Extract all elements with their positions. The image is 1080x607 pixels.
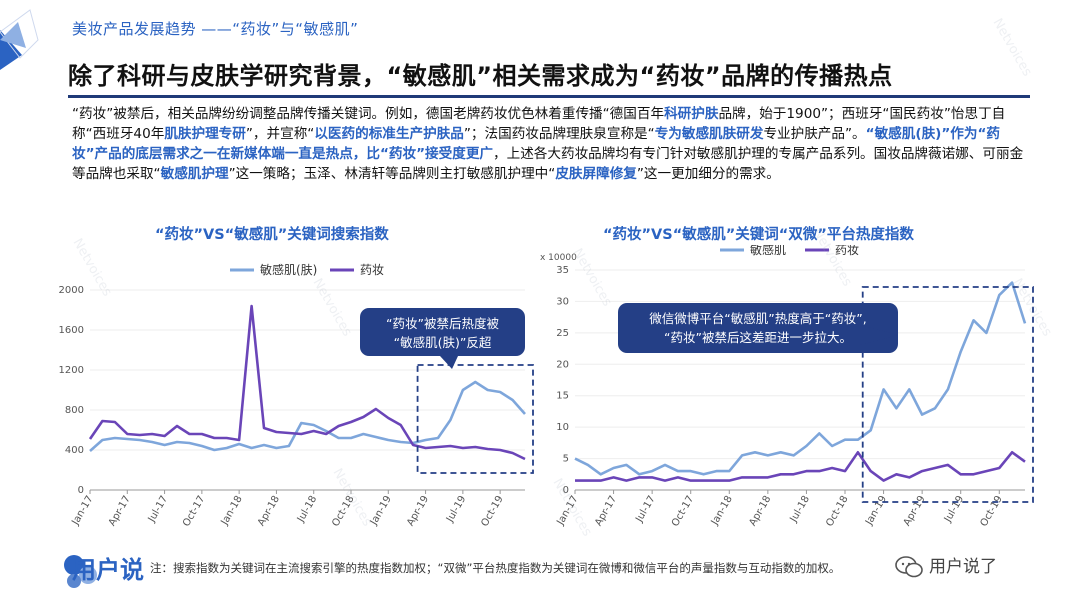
legend-label: 药妆: [835, 245, 859, 257]
highlight-box: [861, 286, 1034, 503]
x-tick-label: Jul-17: [634, 494, 658, 525]
breadcrumb: 美妆产品发展趋势 ——“药妆”与“敏感肌”: [72, 20, 359, 38]
body-text-segment: ”，并宣称“: [245, 126, 315, 142]
callout-text: “敏感肌(肤)”反超: [394, 335, 492, 350]
body-text-segment: ”；法国药妆品牌理肤泉宣称是“: [463, 126, 655, 142]
x-tick-label: Oct-17: [670, 494, 696, 529]
footnote: 注：搜索指数为关键词在主流搜索引擎的热度指数加权；“双微”平台热度指数为关键词在…: [150, 561, 841, 575]
y-tick-label: 5: [563, 454, 569, 465]
body-emphasis: “敏感肌(肤)”作为“药妆”产品的底层需求之一在新媒体端一直是热点，比“药妆”接…: [72, 126, 1001, 162]
x-tick-label: Apr-17: [593, 494, 619, 528]
y-tick-label: 800: [65, 405, 84, 416]
wechat-account: 用户说了: [895, 552, 997, 578]
x-tick-label: Oct-19: [979, 494, 1005, 529]
body-text-segment: ，上述各大药妆品牌均有专门针对敏感肌护理的专属产品系列。国妆品牌薇诺娜、可丽金等…: [72, 146, 1024, 182]
callout-box: [618, 303, 898, 353]
body-text-segment: 品牌，始于1900”；西班牙“国民药妆”怡思丁自称“西班牙40年: [72, 106, 1006, 142]
legend-label: 敏感肌(肤): [260, 262, 317, 277]
page-title: 除了科研与皮肤学研究背景，“敏感肌”相关需求成为“药妆”品牌的传播热点: [68, 62, 893, 90]
x-tick-label: Jul-19: [942, 494, 966, 525]
body-emphasis: 专为敏感肌肤研发: [654, 126, 764, 142]
x-tick-label: Oct-18: [824, 494, 850, 529]
x-tick-label: Apr-18: [747, 494, 773, 528]
chart-title-social: “药妆”VS“敏感肌”关键词“双微”平台热度指数: [603, 227, 914, 243]
body-emphasis: 以医药的标准生产护肤品: [314, 126, 464, 142]
x-tick-label: Jul-17: [146, 494, 170, 525]
body-emphasis: 科研护肤: [664, 106, 719, 122]
x-tick-label: Jul-19: [444, 494, 468, 525]
watermark-text: Netvoices: [989, 16, 1035, 79]
callout-text: “药妆”被禁后这差距进一步拉大。: [664, 330, 852, 345]
x-tick-label: Apr-17: [107, 494, 133, 528]
y-tick-label: 2000: [59, 285, 84, 296]
search-index-chart: 0 400 800 1200 1600 2000 Jan-17 Apr-17 Jul-17 Oct…: [59, 262, 534, 529]
x-tick-label: Apr-18: [256, 494, 282, 528]
y-tick-label: 35: [556, 265, 569, 276]
series-line-2: [88, 304, 526, 461]
brand-logo-text: 用户说: [72, 556, 144, 584]
corner-decoration: [0, 9, 39, 70]
body-text-segment: ”这一策略；玉泽、林清轩等品牌则主打敏感肌护理中“: [228, 166, 556, 182]
x-tick-label: Apr-19: [405, 494, 431, 528]
chart-title-search: “药妆”VS“敏感肌”关键词搜索指数: [155, 227, 389, 243]
callout-text: 微信微博平台“敏感肌”热度高于“药妆”,: [649, 311, 866, 326]
body-paragraph: “药妆”被禁后，相关品牌纷纷调整品牌传播关键词。例如，德国老牌药妆优色林着重传播…: [72, 104, 1032, 184]
y-tick-label: 0: [563, 485, 569, 496]
x-tick-label: Jan-19: [863, 494, 889, 528]
wechat-name: 用户说了: [929, 557, 997, 577]
x-tick-label: Jan-17: [70, 494, 96, 528]
x-tick-label: Jul-18: [788, 494, 812, 525]
title-divider: [68, 95, 1030, 98]
series-line-1: [574, 281, 1027, 476]
body-emphasis: 敏感肌护理: [160, 166, 229, 182]
y-tick-label: 15: [556, 391, 569, 402]
x-tick-label: Jan-18: [219, 494, 245, 528]
callout-pointer: [440, 356, 458, 369]
body-text-segment: 专业护肤产品”。: [763, 126, 866, 142]
legend-label: 药妆: [360, 263, 384, 277]
y-tick-label: 30: [556, 296, 569, 307]
highlight-box: [416, 364, 534, 474]
y-tick-label: 25: [556, 328, 569, 339]
series-line-2: [575, 451, 1026, 482]
y-tick-label: 400: [65, 445, 84, 456]
legend-label: 敏感肌: [750, 245, 786, 257]
body-text-segment: “药妆”被禁后，相关品牌纷纷调整品牌传播关键词。例如，德国老牌药妆优色林着重传播…: [72, 106, 665, 122]
y-tick-label: 20: [556, 359, 569, 370]
series-line-1: [89, 380, 526, 452]
callout-box: [360, 308, 525, 356]
x-tick-label: Jul-18: [295, 494, 319, 525]
brand-logo-icon: [64, 555, 97, 588]
y-tick-label: 0: [78, 485, 84, 496]
y-tick-label: 1200: [59, 365, 84, 376]
body-text-segment: ”这一更加细分的需求。: [636, 166, 780, 182]
y-tick-label: 10: [556, 422, 569, 433]
y-unit-label: x 10000: [540, 253, 577, 263]
y-tick-label: 1600: [59, 325, 84, 336]
callout-pointer: [860, 325, 898, 345]
body-emphasis: 肌肤护理专研: [164, 126, 246, 142]
callout-text: “药妆”被禁后热度被: [386, 316, 499, 331]
wechat-icon: [895, 556, 923, 578]
x-tick-label: Oct-17: [181, 494, 207, 529]
x-tick-label: Apr-19: [902, 494, 928, 528]
x-tick-label: Oct-19: [479, 494, 505, 529]
x-tick-label: Jan-18: [709, 494, 735, 528]
body-emphasis: 皮肤屏障修复: [555, 166, 637, 182]
